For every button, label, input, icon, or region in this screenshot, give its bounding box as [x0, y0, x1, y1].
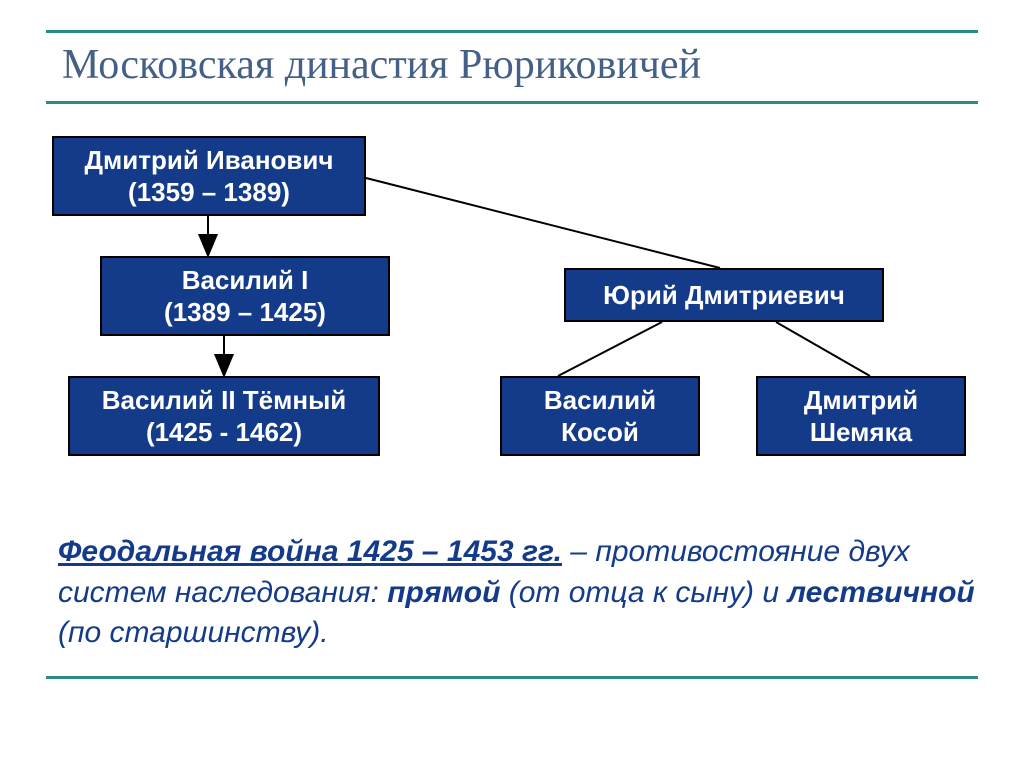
title-wrap: Московская династия Рюриковичей [46, 30, 978, 104]
node-yury-dmitrievich: Юрий Дмитриевич [564, 268, 884, 322]
node-dmitry-shemyaka: ДмитрийШемяка [756, 376, 966, 456]
caption-t2: (от отца к сыну) и [500, 576, 787, 609]
caption-b1: прямой [387, 576, 500, 609]
slide-title: Московская династия Рюриковичей [62, 41, 962, 89]
caption-t3: (по старшинству). [58, 616, 329, 649]
caption-feudal-war: Феодальная война 1425 – 1453 гг. – проти… [58, 532, 978, 654]
slide: Московская династия Рюриковичей Дмитрий … [0, 0, 1024, 768]
node-vasily-kosoy: ВасилийКосой [500, 376, 700, 456]
node-vasily-i: Василий I(1389 – 1425) [100, 256, 390, 336]
caption-b2: лествичной [787, 576, 974, 609]
node-vasily-ii-dark: Василий II Тёмный(1425 - 1462) [68, 376, 380, 456]
node-dmitry-ivanovich: Дмитрий Иванович(1359 – 1389) [52, 136, 366, 216]
footer-divider [46, 676, 978, 679]
caption-lead: Феодальная война 1425 – 1453 гг. [58, 535, 562, 568]
